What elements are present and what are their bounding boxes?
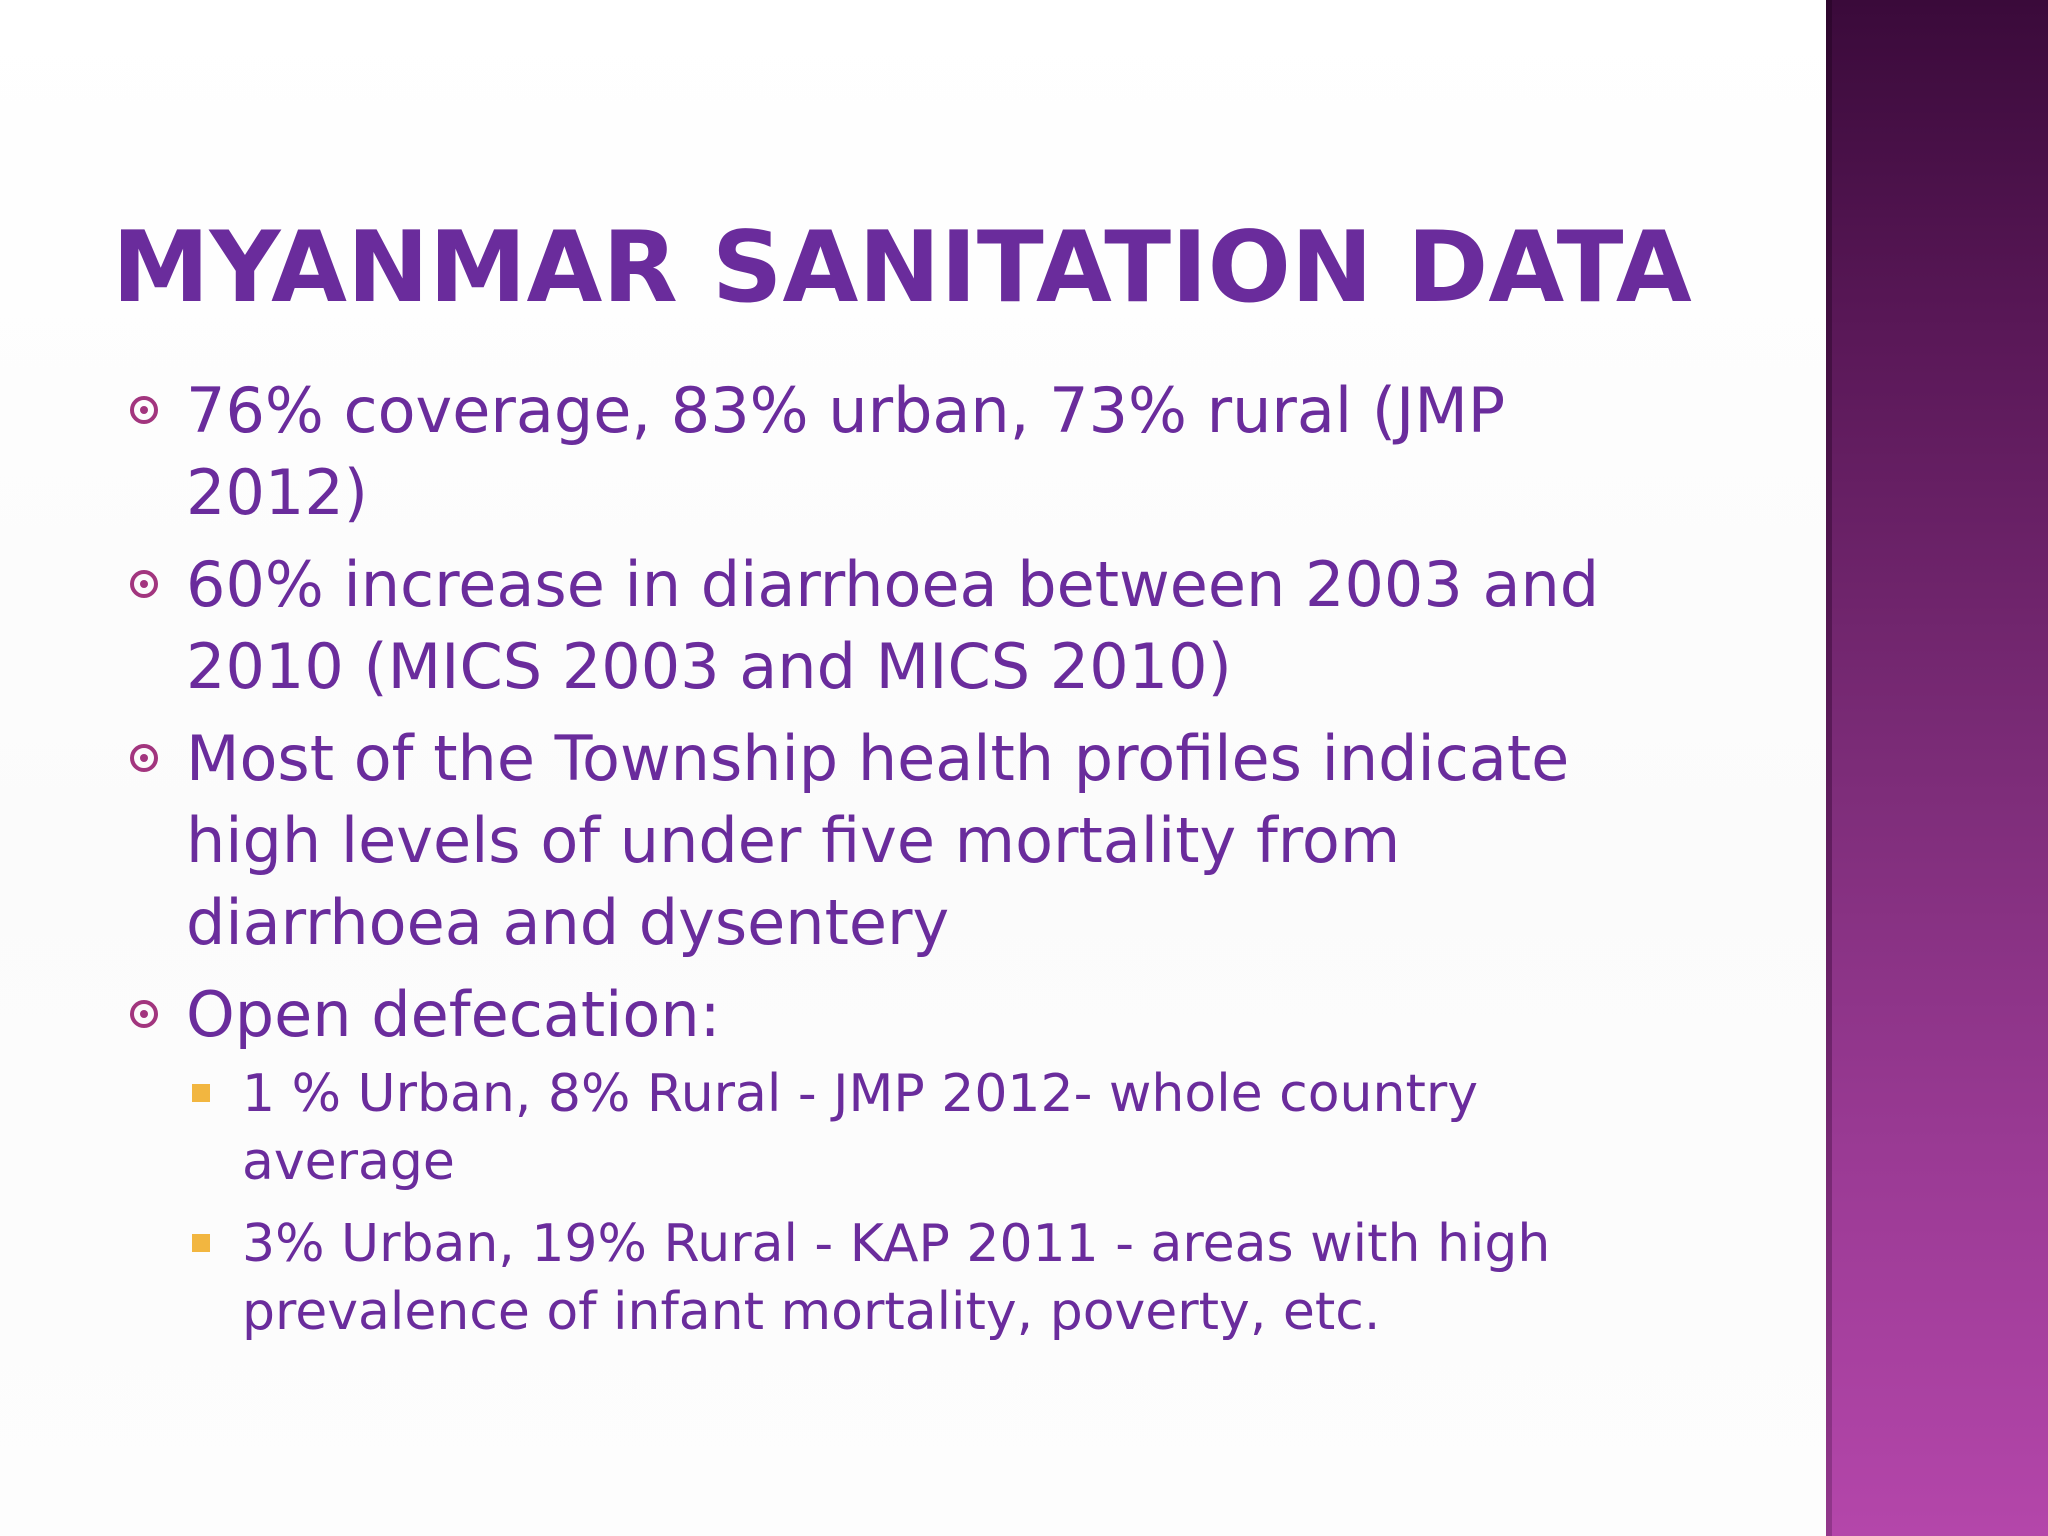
square-icon [192,1084,210,1102]
bullet-item: 60% increase in diarrhoea between 2003 a… [120,544,1680,708]
sub-bullet-text: 1 % Urban, 8% Rural - JMP 2012- whole co… [242,1064,1479,1192]
circle-dot-icon [130,1000,158,1028]
bullet-text: Open defecation: [186,978,721,1051]
sub-bullet-item: 3% Urban, 19% Rural - KAP 2011 - areas w… [186,1210,1680,1346]
circle-dot-icon [130,744,158,772]
bullet-item: Open defecation: 1 % Urban, 8% Rural - J… [120,974,1680,1346]
square-icon [192,1234,210,1252]
slide-title: MYANMAR SANITATION DATA [112,211,1692,325]
circle-dot-icon [130,396,158,424]
bullet-item: 76% coverage, 83% urban, 73% rural (JMP … [120,370,1680,534]
sub-bullet-list: 1 % Urban, 8% Rural - JMP 2012- whole co… [186,1060,1680,1346]
sub-bullet-text: 3% Urban, 19% Rural - KAP 2011 - areas w… [242,1214,1551,1342]
bullet-item: Most of the Township health profiles ind… [120,718,1680,964]
sub-bullet-item: 1 % Urban, 8% Rural - JMP 2012- whole co… [186,1060,1680,1196]
circle-dot-icon [130,570,158,598]
bullet-text: Most of the Township health profiles ind… [186,722,1570,959]
bullet-text: 60% increase in diarrhoea between 2003 a… [186,548,1600,703]
decorative-side-bar [1826,0,2048,1536]
bullet-list: 76% coverage, 83% urban, 73% rural (JMP … [120,370,1680,1360]
bullet-text: 76% coverage, 83% urban, 73% rural (JMP … [186,374,1506,529]
